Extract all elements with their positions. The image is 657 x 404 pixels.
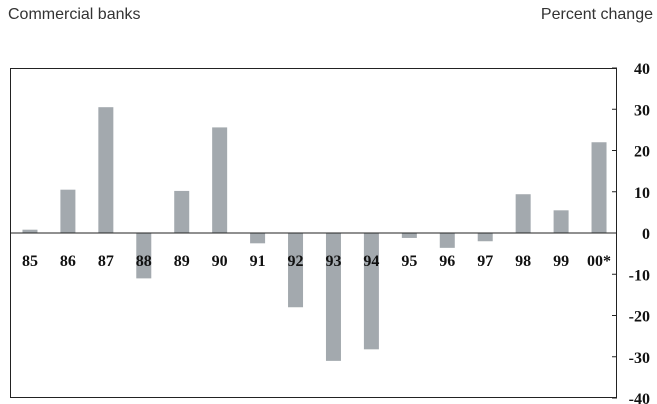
x-tick-label: 89 — [174, 253, 190, 270]
bar-97 — [477, 233, 493, 242]
bar-92 — [288, 233, 304, 308]
x-tick-label: 94 — [363, 253, 379, 270]
bar-85 — [22, 229, 38, 233]
x-tick-label: 96 — [439, 253, 455, 270]
bar-89 — [174, 190, 190, 233]
x-tick-label: 98 — [515, 253, 531, 270]
bar-94 — [363, 233, 379, 350]
x-tick-label: 86 — [60, 253, 76, 270]
bar-95 — [401, 233, 417, 238]
y-tick-label: -20 — [629, 309, 650, 326]
bar-86 — [60, 189, 76, 233]
x-tick-label: 87 — [98, 253, 114, 270]
bar-91 — [250, 233, 266, 244]
x-tick-label: 88 — [136, 253, 152, 270]
x-tick-label: 85 — [22, 253, 38, 270]
x-tick-label: 00* — [587, 253, 611, 270]
bar-90 — [212, 127, 228, 233]
bar-99 — [553, 210, 569, 233]
y-tick-label: 20 — [634, 144, 650, 161]
x-tick-label: 92 — [288, 253, 304, 270]
y-tick-label: -40 — [629, 391, 650, 404]
y-tick-label: 30 — [634, 102, 650, 119]
x-tick-label: 95 — [401, 253, 417, 270]
bar-98 — [515, 194, 531, 233]
x-tick-label: 99 — [553, 253, 569, 270]
x-tick-label: 90 — [212, 253, 228, 270]
x-tick-label: 93 — [325, 253, 341, 270]
bar-00* — [591, 142, 607, 233]
y-tick-label: 40 — [634, 61, 650, 78]
bar-96 — [439, 233, 455, 248]
y-tick-label: 10 — [634, 185, 650, 202]
bar-93 — [325, 233, 341, 361]
y-tick-label: -30 — [629, 350, 650, 367]
y-tick-label: 0 — [642, 226, 650, 243]
bar-87 — [98, 107, 114, 233]
y-axis-label: Percent change — [540, 6, 653, 23]
bar-88 — [136, 233, 152, 279]
x-tick-label: 91 — [250, 253, 266, 270]
chart-title: Commercial banks — [8, 6, 141, 23]
y-tick-label: -10 — [629, 267, 650, 284]
x-tick-label: 97 — [477, 253, 493, 270]
